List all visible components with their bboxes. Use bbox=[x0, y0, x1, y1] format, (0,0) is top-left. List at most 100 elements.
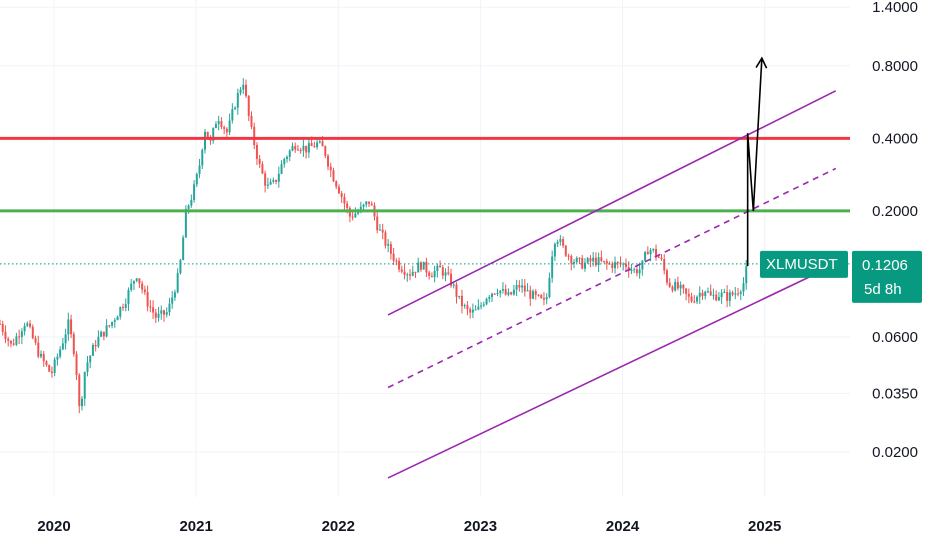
candle-body bbox=[94, 345, 97, 347]
candle-body bbox=[624, 263, 627, 267]
x-axis: 2020 2021 2022 2023 2024 2025 bbox=[37, 518, 781, 535]
candle-body bbox=[523, 285, 526, 292]
price-tag-box[interactable] bbox=[852, 250, 922, 303]
candle-body bbox=[269, 181, 272, 185]
candle-body bbox=[0, 323, 1, 325]
candle-body bbox=[616, 262, 619, 264]
candle-body bbox=[597, 257, 600, 265]
candle-body bbox=[42, 353, 45, 362]
y-tick-label: 1.4000 bbox=[872, 0, 918, 16]
candle-body bbox=[247, 95, 250, 116]
price-tag[interactable]: XLMUSDT 0.1206 5d 8h bbox=[760, 250, 922, 303]
candle-body bbox=[526, 290, 529, 292]
candle-body bbox=[239, 89, 242, 93]
candle-body bbox=[351, 216, 354, 218]
candle-body bbox=[685, 288, 688, 294]
candle-body bbox=[299, 150, 302, 152]
candle-body bbox=[29, 323, 32, 327]
candle-body bbox=[583, 262, 586, 269]
chart-grid bbox=[0, 0, 850, 497]
candlestick-series bbox=[0, 78, 748, 414]
candle-body bbox=[272, 179, 275, 182]
candle-body bbox=[564, 245, 567, 256]
candle-body bbox=[693, 301, 696, 303]
candle-body bbox=[641, 260, 644, 270]
candle-body bbox=[425, 261, 428, 273]
candle-body bbox=[466, 305, 469, 310]
candle-body bbox=[638, 269, 641, 274]
candle-body bbox=[450, 273, 453, 286]
candle-body bbox=[277, 173, 280, 182]
symbol-tag[interactable] bbox=[760, 250, 848, 278]
candle-body bbox=[433, 270, 436, 278]
x-tick-label: 2020 bbox=[37, 518, 70, 535]
candle-body bbox=[690, 296, 693, 302]
candle-body bbox=[392, 253, 395, 261]
candle-body bbox=[337, 186, 340, 194]
candle-body bbox=[193, 184, 196, 200]
candle-body bbox=[414, 271, 417, 273]
candle-body bbox=[458, 295, 461, 297]
candle-body bbox=[687, 293, 690, 297]
candle-body bbox=[127, 289, 130, 305]
candle-body bbox=[728, 292, 731, 301]
candle-body bbox=[608, 263, 611, 265]
candle-body bbox=[652, 248, 655, 251]
candle-body bbox=[376, 216, 379, 231]
candle-body bbox=[586, 258, 589, 263]
candle-body bbox=[296, 149, 299, 151]
candle-body bbox=[698, 292, 701, 297]
candle-body bbox=[622, 263, 625, 265]
candle-body bbox=[34, 338, 37, 343]
candle-body bbox=[4, 331, 7, 339]
candle-body bbox=[228, 120, 231, 133]
candle-body bbox=[18, 336, 21, 338]
candle-body bbox=[717, 297, 720, 301]
candle-body bbox=[26, 323, 29, 326]
candle-body bbox=[264, 173, 267, 186]
candle-body bbox=[72, 334, 75, 355]
candle-body bbox=[518, 285, 521, 288]
candle-body bbox=[720, 292, 723, 298]
candle-body bbox=[510, 292, 513, 295]
bar-countdown: 5d 8h bbox=[864, 281, 902, 298]
candle-body bbox=[212, 128, 215, 141]
candle-body bbox=[474, 309, 477, 311]
candle-body bbox=[146, 292, 149, 307]
candle-body bbox=[436, 265, 439, 271]
candle-body bbox=[1, 323, 4, 332]
candle-body bbox=[173, 292, 176, 298]
candle-body bbox=[444, 272, 447, 276]
candle-body bbox=[108, 325, 111, 327]
candle-body bbox=[553, 243, 556, 257]
y-tick-label: 0.0350 bbox=[872, 385, 918, 402]
candle-body bbox=[122, 307, 125, 309]
candle-body bbox=[463, 305, 466, 307]
candle-body bbox=[113, 320, 116, 322]
candle-body bbox=[573, 262, 576, 264]
candle-body bbox=[283, 158, 286, 165]
candle-body bbox=[619, 262, 622, 265]
candle-body bbox=[86, 362, 89, 373]
candle-body bbox=[255, 144, 258, 159]
y-tick-label: 0.2000 bbox=[872, 203, 918, 220]
candle-body bbox=[441, 267, 444, 276]
candle-body bbox=[488, 296, 491, 299]
candle-body bbox=[600, 257, 603, 261]
x-tick-label: 2021 bbox=[179, 518, 212, 535]
candle-body bbox=[734, 293, 737, 295]
candle-body bbox=[480, 305, 483, 307]
candle-body bbox=[471, 309, 474, 313]
candle-body bbox=[406, 274, 409, 276]
candle-body bbox=[245, 84, 248, 96]
candle-body bbox=[603, 260, 606, 262]
candle-body bbox=[340, 193, 343, 198]
y-axis: 1.4000 0.8000 0.4000 0.2000 0.0600 0.035… bbox=[872, 0, 918, 461]
candle-body bbox=[403, 271, 406, 275]
candle-body bbox=[419, 262, 422, 270]
candle-body bbox=[430, 276, 433, 278]
candle-body bbox=[163, 310, 166, 315]
candle-body bbox=[556, 241, 559, 244]
candle-body bbox=[50, 371, 53, 373]
